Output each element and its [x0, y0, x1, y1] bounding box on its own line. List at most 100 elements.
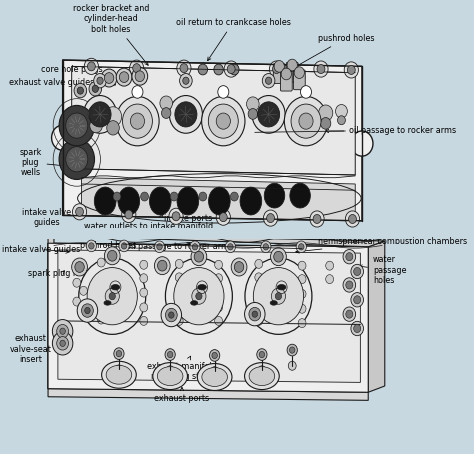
Circle shape — [191, 248, 207, 266]
Circle shape — [97, 315, 105, 324]
Circle shape — [351, 321, 364, 336]
Text: oil passage to rocker arms: oil passage to rocker arms — [127, 242, 234, 252]
Text: exhaust ports: exhaust ports — [155, 387, 210, 403]
Circle shape — [155, 241, 164, 252]
Text: water
passage
holes: water passage holes — [359, 255, 407, 285]
Polygon shape — [63, 60, 362, 221]
Circle shape — [346, 281, 353, 289]
Circle shape — [326, 261, 334, 270]
Circle shape — [73, 204, 87, 220]
Text: exhaust
valve-seat
insert: exhaust valve-seat insert — [9, 334, 58, 364]
Circle shape — [162, 108, 171, 118]
Circle shape — [346, 211, 360, 227]
Circle shape — [296, 241, 306, 252]
Polygon shape — [72, 66, 355, 175]
Circle shape — [320, 118, 331, 129]
Circle shape — [97, 271, 105, 281]
FancyBboxPatch shape — [286, 62, 298, 82]
Circle shape — [86, 240, 97, 252]
Circle shape — [346, 252, 353, 261]
Circle shape — [167, 351, 173, 358]
Circle shape — [253, 267, 303, 325]
Circle shape — [75, 262, 84, 272]
Circle shape — [125, 210, 133, 219]
Circle shape — [73, 297, 81, 306]
Circle shape — [175, 287, 183, 296]
Circle shape — [245, 302, 265, 326]
Circle shape — [310, 211, 324, 227]
Circle shape — [192, 288, 206, 304]
Circle shape — [85, 307, 90, 314]
Circle shape — [169, 312, 174, 318]
Circle shape — [265, 77, 272, 84]
Circle shape — [299, 244, 304, 250]
Circle shape — [97, 258, 105, 267]
Circle shape — [60, 328, 65, 334]
Ellipse shape — [249, 367, 275, 385]
Circle shape — [214, 64, 223, 75]
Ellipse shape — [101, 361, 136, 388]
Circle shape — [97, 77, 103, 84]
Circle shape — [175, 301, 183, 311]
Circle shape — [174, 267, 224, 325]
Circle shape — [343, 250, 356, 264]
Circle shape — [121, 243, 127, 249]
Circle shape — [275, 292, 282, 300]
Circle shape — [132, 86, 143, 98]
Circle shape — [166, 366, 174, 375]
Polygon shape — [48, 389, 368, 400]
Circle shape — [224, 61, 238, 77]
Circle shape — [199, 192, 207, 201]
Circle shape — [262, 74, 275, 88]
Circle shape — [255, 259, 263, 268]
Circle shape — [160, 96, 173, 110]
FancyBboxPatch shape — [281, 71, 292, 91]
Circle shape — [246, 97, 259, 111]
Circle shape — [97, 286, 105, 295]
Circle shape — [53, 332, 73, 355]
FancyBboxPatch shape — [293, 70, 305, 90]
Circle shape — [336, 104, 347, 118]
Circle shape — [80, 286, 87, 295]
Circle shape — [252, 311, 257, 317]
Circle shape — [122, 104, 153, 138]
Ellipse shape — [106, 365, 132, 384]
Ellipse shape — [104, 301, 111, 305]
Text: spark plug holes: spark plug holes — [28, 269, 95, 278]
Circle shape — [140, 316, 148, 326]
Circle shape — [194, 252, 204, 262]
Polygon shape — [18, 228, 412, 239]
Circle shape — [196, 292, 202, 300]
Text: core hole plugs: core hole plugs — [41, 65, 116, 85]
Ellipse shape — [198, 285, 206, 290]
Circle shape — [175, 316, 183, 326]
Circle shape — [60, 340, 65, 346]
Circle shape — [267, 213, 274, 222]
Circle shape — [83, 95, 117, 133]
Circle shape — [212, 352, 218, 359]
Circle shape — [177, 60, 191, 76]
Circle shape — [264, 210, 278, 226]
Text: intake valve
guides: intake valve guides — [22, 208, 80, 227]
Circle shape — [183, 77, 189, 84]
Circle shape — [351, 292, 364, 307]
Ellipse shape — [270, 301, 277, 305]
Circle shape — [140, 288, 148, 297]
Circle shape — [219, 212, 227, 222]
Circle shape — [161, 303, 182, 327]
Circle shape — [88, 105, 104, 123]
Circle shape — [180, 64, 188, 73]
Circle shape — [87, 267, 137, 325]
Circle shape — [216, 113, 230, 129]
Text: hemispherical combustion chambers: hemispherical combustion chambers — [296, 237, 467, 253]
Circle shape — [248, 109, 257, 119]
Circle shape — [218, 86, 229, 98]
Circle shape — [298, 290, 306, 298]
Circle shape — [258, 366, 266, 375]
Circle shape — [190, 241, 200, 252]
Circle shape — [257, 102, 280, 127]
Circle shape — [317, 64, 325, 74]
Circle shape — [72, 258, 87, 276]
Circle shape — [108, 251, 117, 261]
Circle shape — [269, 61, 283, 77]
